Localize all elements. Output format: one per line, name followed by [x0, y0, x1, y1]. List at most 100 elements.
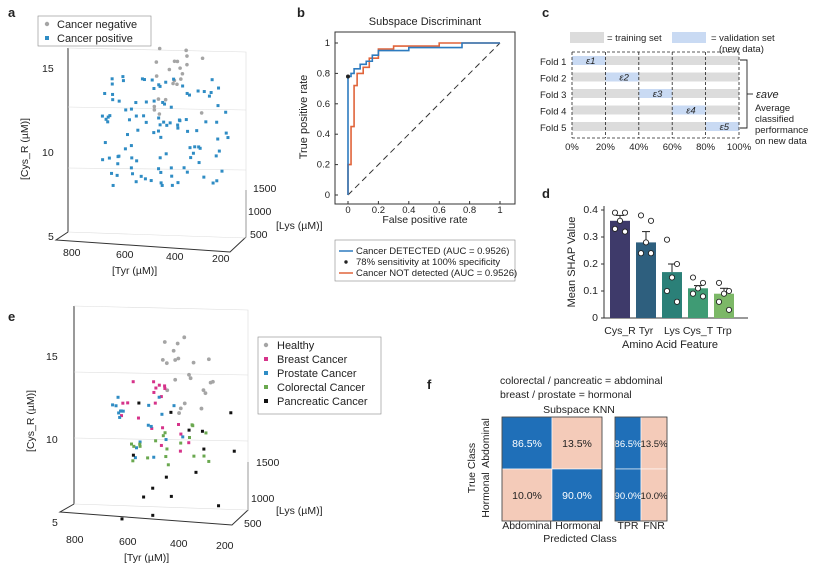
- col-label: Hormonal: [555, 520, 601, 532]
- data-point: [725, 306, 733, 313]
- matrix-cell: [551, 468, 603, 522]
- point-breast-cancer: [161, 426, 165, 430]
- row-label: Hormonal: [480, 472, 492, 518]
- point-colorectal-cancer: [161, 434, 165, 438]
- legend-marker-negative: [44, 21, 50, 27]
- x-axis-label: Amino Acid Feature: [622, 339, 718, 351]
- point-healthy: [176, 356, 181, 361]
- fold-error-symbol: ε1: [586, 56, 595, 67]
- data-point: [621, 209, 629, 216]
- point-positive: [209, 91, 213, 95]
- x-tick: Lys: [664, 325, 680, 337]
- point-positive: [181, 84, 185, 88]
- point-positive: [117, 99, 121, 103]
- subtitle-line-2: breast / prostate = hormonal: [500, 389, 632, 401]
- point-prostate-cancer: [157, 395, 161, 399]
- x-tick: 60%: [663, 142, 683, 153]
- point-healthy: [203, 391, 208, 396]
- point-negative: [199, 111, 204, 115]
- point-prostate-cancer: [160, 412, 164, 416]
- point-pancreatic-cancer: [151, 513, 155, 517]
- point-positive: [176, 126, 180, 130]
- legend-entry: Pancreatic Cancer: [277, 396, 368, 408]
- fold-grid: 0% 20% 40% 60% 80% 100%: [565, 51, 752, 153]
- matrix-value: 13.5%: [562, 438, 592, 450]
- legend-training: = training set: [607, 33, 662, 44]
- point-positive: [107, 156, 111, 160]
- panel-f-label: f: [427, 377, 432, 392]
- y-axis-label: True positive rate: [298, 75, 310, 160]
- point-negative: [175, 59, 180, 64]
- point-colorectal-cancer: [138, 444, 142, 448]
- fold-training-bar: [572, 56, 739, 65]
- point-colorectal-cancer: [164, 455, 168, 459]
- x-axis-label: Predicted Class: [543, 533, 617, 545]
- x-tick: Tyr: [639, 325, 654, 337]
- point-positive: [176, 181, 180, 185]
- fold-label: Fold 2: [540, 74, 566, 85]
- point-colorectal-cancer: [138, 442, 142, 446]
- point-healthy: [182, 335, 187, 340]
- point-positive: [106, 120, 110, 124]
- point-positive: [143, 177, 147, 181]
- point-positive: [217, 149, 221, 153]
- chart-title: Subspace Discriminant: [369, 16, 482, 28]
- point-positive: [164, 80, 168, 84]
- bar: [714, 293, 734, 318]
- point-positive: [129, 107, 133, 111]
- point-positive: [207, 94, 211, 98]
- summary-value: 10.0%: [641, 491, 668, 502]
- point-colorectal-cancer: [131, 459, 135, 463]
- legend-entry: Prostate Cancer: [277, 368, 357, 380]
- point-breast-cancer: [159, 443, 163, 447]
- point-pancreatic-cancer: [137, 401, 141, 405]
- data-point: [673, 260, 681, 268]
- x-tick: 40%: [629, 142, 649, 153]
- data-point: [637, 212, 645, 219]
- chance-line: [347, 42, 501, 196]
- point-positive: [136, 128, 140, 132]
- panel-e-gridline: [73, 437, 249, 442]
- data-point: [699, 293, 707, 300]
- point-pancreatic-cancer: [142, 495, 146, 499]
- col-label: Abdominal: [502, 520, 552, 532]
- panel-b-label: b: [297, 5, 305, 20]
- point-positive: [134, 114, 138, 118]
- point-healthy: [162, 340, 167, 344]
- point-pancreatic-cancer: [187, 428, 191, 432]
- point-breast-cancer: [177, 422, 181, 426]
- panel-a-grid-back: [67, 47, 247, 238]
- fold-rows: Fold 1 ε1 Fold 2 ε2 Fold 3 ε3 Fold 4 ε4 Fold 5 ε5: [540, 56, 739, 134]
- bar: [610, 220, 630, 318]
- point-positive: [202, 175, 206, 179]
- x-tick: 100%: [727, 142, 752, 153]
- y-tick: 500: [250, 229, 268, 241]
- legend-entry: Breast Cancer: [277, 354, 348, 366]
- point-positive: [110, 171, 114, 175]
- data-point: [611, 225, 619, 232]
- legend-entry: Colorectal Cancer: [277, 382, 365, 394]
- y-tick: 0.6: [317, 99, 330, 110]
- panel-b-ticks: 0 0.2 0.4 0.6 0.8 1 0 0.2 0.4 0.6 0.8 1: [317, 38, 503, 216]
- y-tick: 0: [325, 190, 330, 201]
- point-positive: [142, 78, 146, 82]
- data-point: [673, 298, 681, 305]
- y-tick: 1500: [253, 183, 277, 195]
- point-positive: [134, 180, 138, 184]
- point-breast-cancer: [126, 401, 130, 405]
- point-colorectal-cancer: [179, 441, 183, 445]
- point-breast-cancer: [179, 432, 183, 436]
- operating-point: [346, 74, 350, 79]
- x-tick: 400: [170, 538, 188, 550]
- point-positive: [159, 170, 163, 174]
- point-breast-cancer: [152, 380, 156, 384]
- legend-validation-swatch: [672, 32, 706, 43]
- summary-value: 13.5%: [641, 439, 668, 450]
- x-tick: 0.8: [463, 205, 476, 216]
- panel-a-grid: [67, 231, 247, 239]
- point-positive: [103, 141, 107, 145]
- x-tick: 800: [63, 247, 81, 259]
- point-positive: [152, 86, 156, 90]
- point-positive: [164, 152, 168, 156]
- z-tick: 5: [48, 231, 54, 243]
